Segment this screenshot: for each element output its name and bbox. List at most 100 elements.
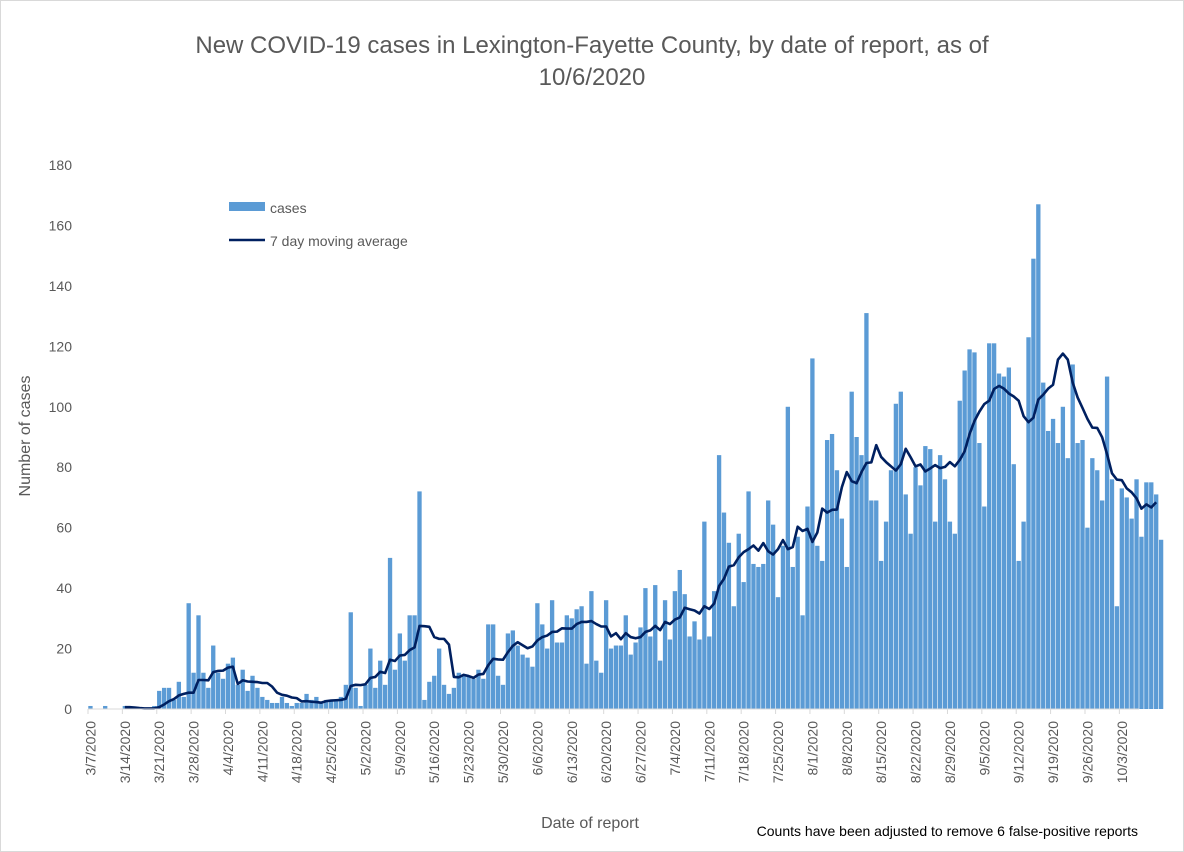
bar: [166, 687, 172, 709]
bar: [1119, 488, 1124, 709]
x-tick-label: 8/1/2020: [804, 721, 820, 776]
bar: [844, 566, 849, 709]
bar: [235, 684, 240, 709]
bar: [466, 675, 471, 709]
bar: [805, 506, 810, 709]
bar: [780, 545, 786, 709]
x-tick-label: 4/4/2020: [220, 721, 236, 776]
bar: [721, 512, 727, 709]
line-series-moving-average: [124, 352, 1158, 710]
bar: [638, 627, 643, 709]
bar: [240, 669, 245, 709]
bar: [947, 521, 953, 709]
bar: [908, 533, 913, 709]
bar: [215, 672, 221, 709]
bar: [407, 615, 412, 709]
bar: [378, 660, 383, 709]
bar: [1021, 521, 1026, 709]
bar: [702, 521, 707, 709]
x-tick-label: 4/25/2020: [323, 721, 339, 783]
x-tick-label: 9/19/2020: [1045, 721, 1061, 783]
bar: [348, 612, 353, 709]
bar: [834, 470, 840, 709]
x-tick-label: 7/4/2020: [667, 721, 683, 776]
chart-title: New COVID-19 cases in Lexington-Fayette …: [0, 30, 1184, 94]
bar: [574, 609, 579, 709]
bar: [250, 675, 255, 709]
bar: [854, 437, 859, 709]
bar: [589, 591, 594, 709]
x-tick-label: 3/21/2020: [151, 721, 167, 783]
bar: [186, 603, 191, 709]
bar: [1031, 258, 1036, 709]
bar: [623, 615, 628, 709]
bar: [977, 443, 982, 709]
bar: [422, 699, 427, 709]
bar: [982, 506, 987, 709]
bar: [913, 467, 918, 709]
bar: [643, 588, 648, 709]
bar: [864, 313, 869, 709]
x-tick-label: 6/13/2020: [564, 721, 580, 783]
bar: [1060, 406, 1066, 709]
x-tick-label: 10/3/2020: [1114, 721, 1130, 783]
x-tick-label: 7/25/2020: [770, 721, 786, 783]
bar: [785, 406, 791, 709]
bar: [761, 563, 766, 709]
bar: [1080, 440, 1085, 709]
bar: [928, 449, 933, 709]
bar: [181, 696, 186, 709]
bar: [829, 433, 835, 709]
x-tick-label: 5/30/2020: [495, 721, 511, 783]
bar: [1149, 482, 1154, 709]
y-tick-label: 100: [49, 399, 73, 415]
bar: [879, 560, 884, 709]
legend-label-moving-average: 7 day moving average: [270, 233, 408, 249]
bar: [88, 705, 93, 709]
bar: [859, 455, 864, 709]
bar: [662, 600, 668, 709]
bar: [1016, 560, 1021, 709]
bar: [594, 660, 599, 709]
x-tick-label: 5/2/2020: [357, 721, 373, 776]
y-tick-label: 60: [56, 520, 72, 536]
bar: [545, 648, 550, 709]
x-tick-label: 6/20/2020: [598, 721, 614, 783]
bar: [564, 615, 569, 709]
chart-title-line-1: New COVID-19 cases in Lexington-Fayette …: [195, 32, 989, 59]
bar: [874, 500, 879, 709]
x-tick-label: 4/11/2020: [254, 721, 270, 782]
bar: [103, 705, 108, 709]
bar: [476, 669, 481, 709]
bar: [491, 624, 496, 709]
bar: [535, 603, 540, 709]
bar: [206, 687, 211, 709]
bar: [653, 585, 658, 709]
bar: [427, 681, 432, 709]
bar: [770, 524, 776, 709]
bar: [481, 678, 486, 709]
bar: [1085, 527, 1090, 709]
bar: [815, 545, 820, 709]
bar: [716, 455, 722, 709]
bar: [923, 446, 928, 709]
bar: [363, 684, 368, 709]
legend: cases 7 day moving average: [229, 200, 408, 249]
x-tick-label: 3/28/2020: [186, 721, 202, 783]
bar: [687, 636, 692, 709]
bar: [1090, 458, 1095, 709]
bar: [893, 403, 899, 709]
bar: [446, 693, 452, 709]
x-tick-label: 7/11/2020: [701, 721, 717, 782]
x-tick-label: 8/29/2020: [942, 721, 958, 783]
y-tick-label: 160: [49, 217, 73, 233]
bar: [220, 678, 226, 709]
y-axis-label: Number of cases: [17, 376, 34, 497]
bar: [933, 521, 938, 709]
bar: [726, 542, 732, 709]
bar: [952, 533, 957, 709]
bar: [225, 663, 231, 709]
bar: [294, 702, 299, 709]
bar: [505, 633, 511, 709]
